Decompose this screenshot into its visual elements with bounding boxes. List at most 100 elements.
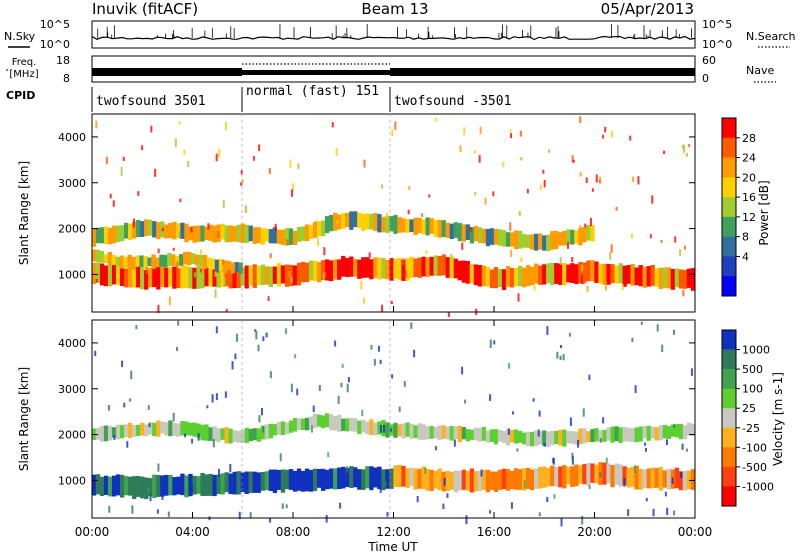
velocity-speckle — [673, 424, 676, 428]
power-speckle — [566, 242, 569, 249]
power-band-1-cell — [521, 233, 527, 248]
power-speckle — [172, 247, 175, 251]
velocity-band-0-cell — [164, 474, 169, 496]
power-band-0-cell — [570, 263, 575, 284]
power-band-1-cell — [268, 229, 274, 244]
power-speckle — [604, 281, 607, 291]
power-band-0-cell — [361, 257, 366, 278]
power-band-2-cell — [234, 262, 239, 272]
velocity-band-0-cell — [316, 468, 322, 488]
power-band-1-cell — [493, 229, 499, 245]
velocity-band-0-cell — [212, 474, 217, 497]
velocity-band-2-cell — [429, 469, 434, 491]
velocity-band-0-cell — [300, 470, 306, 492]
power-band-1-cell — [369, 213, 374, 230]
power-speckle — [595, 174, 598, 183]
power-band-0-cell — [642, 266, 647, 288]
velocity-band-0-cell — [252, 471, 257, 493]
colorbar-tick-label: 4 — [742, 250, 749, 263]
velocity-band-0-cell — [152, 474, 157, 498]
power-band-0-cell — [453, 258, 458, 279]
velocity-ytick-label: 1000 — [58, 474, 86, 487]
power-band-0-cell — [550, 262, 555, 286]
velocity-band-2-cell — [614, 463, 619, 485]
velocity-band-1-cell — [220, 428, 225, 440]
power-band-0-cell — [172, 266, 177, 289]
power-band-1-cell — [208, 224, 213, 241]
velocity-band-1-cell — [566, 431, 571, 444]
power-speckle — [223, 278, 226, 287]
velocity-band-1-cell — [570, 431, 575, 444]
power-band-1-cell — [136, 219, 141, 238]
power-band-1-cell — [457, 223, 462, 242]
velocity-speckle — [296, 388, 299, 396]
velocity-ytick-label: 3000 — [58, 383, 86, 396]
noise-bottom-right: 10^0 — [702, 38, 732, 51]
power-band-1-cell — [140, 221, 145, 237]
velocity-band-2-cell — [425, 468, 430, 491]
power-band-0-cell — [566, 264, 571, 283]
velocity-band-0-cell — [103, 475, 109, 495]
velocity-speckle — [532, 398, 535, 402]
velocity-band-1-cell — [405, 422, 410, 437]
velocity-speckle — [373, 358, 376, 366]
power-band-2-cell — [159, 254, 164, 267]
velocity-speckle — [318, 384, 321, 392]
velocity-band-1-cell — [180, 420, 185, 436]
power-band-1-cell — [99, 227, 105, 244]
power-speckle — [581, 264, 584, 272]
velocity-speckle — [130, 370, 133, 380]
freq-bar-1 — [92, 68, 242, 76]
velocity-speckle — [133, 478, 136, 485]
velocity-speckle — [480, 469, 483, 477]
power-band-1-cell — [172, 221, 177, 240]
power-speckle — [533, 284, 536, 291]
velocity-band-2-cell — [521, 468, 527, 491]
velocity-band-2-cell — [473, 471, 479, 492]
colorbar-tick-label: 28 — [742, 132, 756, 145]
power-band-2-cell — [103, 254, 109, 264]
power-band-1-cell — [272, 227, 278, 244]
power-band-2-cell — [123, 256, 128, 269]
power-band-0-cell — [513, 267, 519, 287]
power-band-0-cell — [509, 267, 515, 288]
power-band-1-cell — [361, 213, 366, 231]
velocity-band-0-cell — [296, 468, 302, 491]
velocity-speckle — [673, 510, 676, 516]
nave-axis-bottom: 0 — [702, 72, 709, 85]
power-speckle — [240, 169, 243, 175]
power-band-2-cell — [119, 255, 124, 269]
power-band-1-cell — [252, 227, 257, 244]
velocity-speckle — [571, 455, 574, 465]
velocity-band-1-cell — [341, 418, 346, 431]
power-band-0-cell — [630, 264, 635, 286]
velocity-band-0-cell — [256, 472, 261, 493]
power-band-1-cell — [180, 222, 185, 239]
velocity-band-0-cell — [304, 468, 310, 492]
power-speckle — [408, 186, 411, 190]
power-band-1-cell — [224, 225, 229, 243]
velocity-band-1-cell — [397, 424, 402, 437]
velocity-speckle — [148, 423, 151, 428]
power-speckle — [289, 159, 292, 169]
velocity-speckle — [581, 516, 584, 525]
velocity-band-0-cell — [156, 475, 161, 497]
velocity-band-1-cell — [666, 426, 672, 440]
power-band-0-cell — [280, 265, 286, 284]
velocity-band-1-cell — [365, 421, 370, 435]
velocity-speckle — [559, 344, 562, 349]
power-band-1-cell — [244, 224, 249, 243]
power-band-2-cell — [143, 256, 148, 270]
velocity-band-1-cell — [441, 425, 446, 439]
freq-axis-top: 18 — [56, 54, 70, 67]
power-band-0-cell — [413, 258, 418, 277]
velocity-speckle — [512, 411, 515, 415]
velocity-speckle — [543, 443, 546, 447]
power-band-2-cell — [198, 255, 204, 267]
colorbar-swatch — [722, 137, 736, 158]
velocity-band-1-cell — [288, 420, 294, 433]
velocity-band-2-cell — [538, 466, 543, 489]
velocity-band-1-cell — [192, 422, 197, 437]
power-band-0-cell — [224, 265, 229, 287]
power-band-0-cell — [377, 257, 382, 280]
